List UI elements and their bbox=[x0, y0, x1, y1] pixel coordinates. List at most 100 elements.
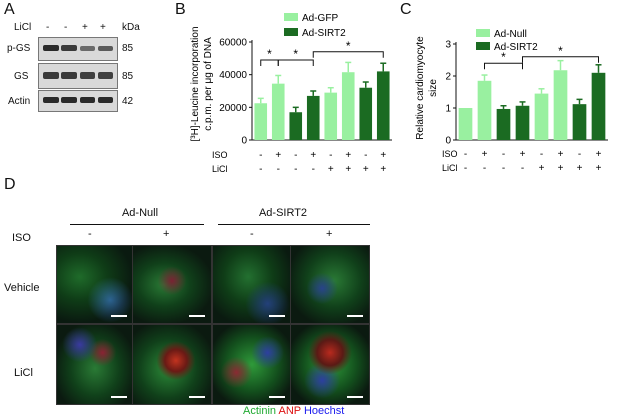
chart-b-iso-sign: - bbox=[259, 150, 262, 161]
panel-label-d: D bbox=[4, 176, 16, 193]
chart-b-bar bbox=[376, 71, 390, 140]
chart-c-iso-sign: + bbox=[520, 149, 526, 160]
chart-c-iso-sign: - bbox=[464, 149, 467, 160]
chart-b-sig-bracket bbox=[312, 51, 384, 58]
group-label-ad-null: Ad-Null bbox=[121, 207, 159, 219]
chart-b-licl-sign: + bbox=[380, 164, 386, 175]
chart-c-licl-sign: + bbox=[596, 163, 602, 174]
blot-label-actin: Actin bbox=[8, 96, 31, 107]
chart-c-licl-sign: - bbox=[464, 163, 467, 174]
group-line-ad-sirt2 bbox=[218, 224, 370, 225]
chart-b-iso-sign: + bbox=[310, 150, 316, 161]
chart-c-ytick-label: 0 bbox=[445, 136, 451, 147]
chart-b-bar bbox=[271, 83, 285, 140]
licl-label-a: LiCl bbox=[14, 22, 32, 33]
micrograph-sirt2-licl-control bbox=[212, 324, 292, 405]
kda-actin: 42 bbox=[122, 96, 134, 107]
licl-sign-a-1: - bbox=[46, 22, 50, 33]
chart-c-ylabel-2: size bbox=[428, 79, 439, 97]
kda-gs: 85 bbox=[122, 71, 134, 82]
licl-sign-a-3: + bbox=[82, 22, 88, 33]
chart-c-licl-label: LiCl bbox=[442, 163, 458, 173]
chart-c-bar bbox=[553, 70, 568, 140]
chart-b-bar bbox=[254, 103, 268, 140]
micrograph-sirt2-licl-iso bbox=[290, 324, 370, 405]
chart-c-bar bbox=[591, 72, 606, 140]
chart-b-licl-sign: + bbox=[345, 164, 351, 175]
micrograph-null-licl-control bbox=[56, 324, 134, 405]
chart-c-sig-bracket bbox=[484, 62, 523, 70]
chart-b-ylabel-1: [³H]-Leucine incorporation bbox=[190, 26, 201, 141]
chart-c-ytick-label: 3 bbox=[445, 40, 451, 51]
chart-c-legend-2: Ad-SIRT2 bbox=[494, 42, 538, 53]
chart-b-licl-sign: - bbox=[294, 164, 297, 175]
stain-legend: Actinin ANP Hoechst bbox=[243, 405, 344, 417]
chart-b-sig-star: * bbox=[346, 39, 351, 53]
chart-c-licl-sign: - bbox=[502, 163, 505, 174]
chart-b-iso-sign: + bbox=[275, 150, 281, 161]
chart-c-iso-sign: - bbox=[502, 149, 505, 160]
chart-c: 0 1 2 3 - - + - - - + - - + + + - + + + * * Relative cardiomy… bbox=[415, 29, 608, 174]
iso-sign-d-4: + bbox=[326, 228, 333, 240]
chart-b-legend-1: Ad-GFP bbox=[302, 13, 338, 24]
panel-label-b: B bbox=[175, 1, 186, 18]
chart-b-bar bbox=[324, 92, 338, 140]
chart-b-bar bbox=[306, 95, 320, 140]
chart-b-iso-sign: + bbox=[345, 150, 351, 161]
blot-actin bbox=[38, 90, 118, 112]
chart-b-iso-sign: + bbox=[380, 150, 386, 161]
chart-b-licl-sign: - bbox=[259, 164, 262, 175]
chart-c-legend-swatch-1 bbox=[476, 29, 490, 37]
chart-c-bar bbox=[496, 108, 511, 140]
chart-b-licl-sign: - bbox=[277, 164, 280, 175]
iso-sign-d-1: - bbox=[88, 228, 92, 240]
kda-label: kDa bbox=[122, 22, 140, 33]
chart-b-bar bbox=[341, 72, 355, 140]
stain-anp: ANP bbox=[278, 405, 301, 417]
chart-c-iso-sign: + bbox=[558, 149, 564, 160]
row-label-licl: LiCl bbox=[14, 367, 33, 379]
chart-b-ytick-label: 60000 bbox=[219, 38, 247, 49]
chart-c-legend-1: Ad-Null bbox=[494, 29, 527, 40]
chart-b-licl-label: LiCl bbox=[212, 164, 228, 174]
stain-hoechst: Hoechst bbox=[303, 405, 345, 417]
micrograph-sirt2-vehicle-control bbox=[212, 245, 292, 324]
kda-pgs: 85 bbox=[122, 43, 134, 54]
chart-b-ytick-label: 0 bbox=[241, 136, 247, 147]
micrograph-null-vehicle-iso bbox=[132, 245, 212, 324]
blot-label-pgs: p-GS bbox=[7, 43, 31, 54]
chart-b-licl-sign: + bbox=[328, 164, 334, 175]
iso-sign-d-2: + bbox=[163, 228, 170, 240]
chart-c-licl-sign: + bbox=[539, 163, 545, 174]
chart-b-licl-sign: - bbox=[312, 164, 315, 175]
chart-b-sig-star: * bbox=[267, 47, 272, 61]
panel-label-a: A bbox=[4, 1, 15, 18]
chart-b-iso-label: ISO bbox=[212, 150, 228, 160]
chart-c-licl-sign: - bbox=[521, 163, 524, 174]
chart-b-bar bbox=[359, 87, 373, 140]
chart-b-licl-sign: + bbox=[363, 164, 369, 175]
chart-c-legend-swatch-2 bbox=[476, 42, 490, 50]
group-label-ad-sirt2: Ad-SIRT2 bbox=[258, 207, 308, 219]
micrograph-null-vehicle-control bbox=[56, 245, 134, 324]
chart-c-iso-label: ISO bbox=[442, 149, 458, 159]
panel-label-c: C bbox=[400, 1, 412, 18]
chart-c-bar bbox=[477, 80, 492, 140]
iso-sign-d-3: - bbox=[250, 228, 254, 240]
chart-c-sig-star: * bbox=[501, 50, 506, 64]
chart-c-licl-sign: + bbox=[558, 163, 564, 174]
blot-label-gs: GS bbox=[14, 71, 29, 82]
chart-b-bar bbox=[289, 112, 303, 140]
chart-c-iso-sign: + bbox=[482, 149, 488, 160]
chart-c-ytick-label: 2 bbox=[445, 72, 451, 83]
iso-label-d: ISO bbox=[12, 232, 31, 244]
chart-b-iso-sign: - bbox=[329, 150, 332, 161]
chart-b-sig-bracket bbox=[277, 59, 314, 66]
licl-sign-a-2: - bbox=[64, 22, 68, 33]
blot-gs bbox=[38, 63, 118, 89]
micrograph-sirt2-vehicle-iso bbox=[290, 245, 370, 324]
chart-c-iso-sign: + bbox=[596, 149, 602, 160]
licl-sign-a-4: + bbox=[100, 22, 106, 33]
chart-c-iso-sign: - bbox=[540, 149, 543, 160]
chart-c-sig-star: * bbox=[558, 44, 563, 58]
